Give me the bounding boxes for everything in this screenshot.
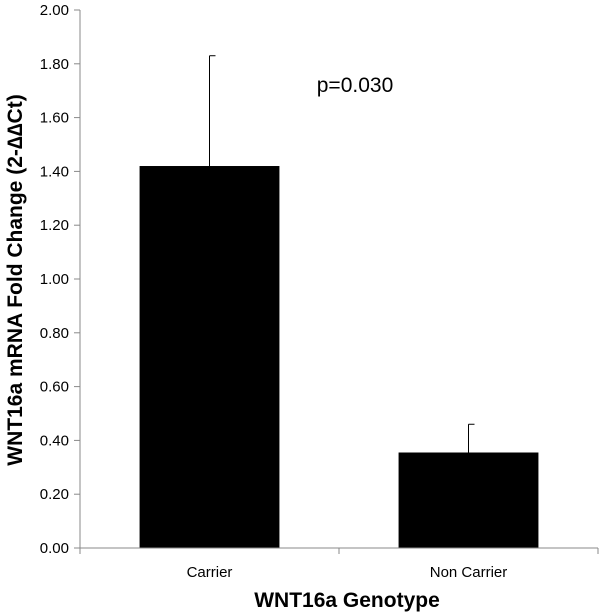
y-tick-label: 1.40 bbox=[40, 163, 69, 180]
y-tick-label: 0.00 bbox=[40, 540, 69, 557]
y-tick-label: 1.20 bbox=[40, 217, 69, 234]
x-tick-label: Carrier bbox=[187, 564, 233, 581]
y-tick-label: 0.80 bbox=[40, 325, 69, 342]
x-tick-label: Non Carrier bbox=[430, 564, 508, 581]
y-tick-label: 2.00 bbox=[40, 2, 69, 19]
x-axis-title: WNT16a Genotype bbox=[254, 589, 440, 612]
y-axis-title: WNT16a mRNA Fold Change (2-∆∆Ct) bbox=[4, 94, 27, 465]
y-axis-ticks: 0.00 0.20 0.40 0.60 0.80 1.00 1.20 1.40 1.60 1.80… bbox=[40, 2, 80, 557]
bars bbox=[139, 166, 539, 548]
y-tick-label: 0.20 bbox=[40, 486, 69, 503]
x-axis-ticks bbox=[79, 548, 599, 554]
bar-non-carrier bbox=[398, 452, 539, 548]
y-tick-label: 1.00 bbox=[40, 271, 69, 288]
x-axis-tick-labels: Carrier Non Carrier bbox=[187, 564, 508, 581]
error-bars bbox=[209, 55, 475, 453]
y-tick-label: 1.80 bbox=[40, 56, 69, 73]
y-tick-label: 0.60 bbox=[40, 379, 69, 396]
p-value-annotation: p=0.030 bbox=[317, 74, 394, 97]
y-tick-label: 1.60 bbox=[40, 110, 69, 127]
y-tick-label: 0.40 bbox=[40, 432, 69, 449]
bar-carrier bbox=[139, 166, 280, 548]
